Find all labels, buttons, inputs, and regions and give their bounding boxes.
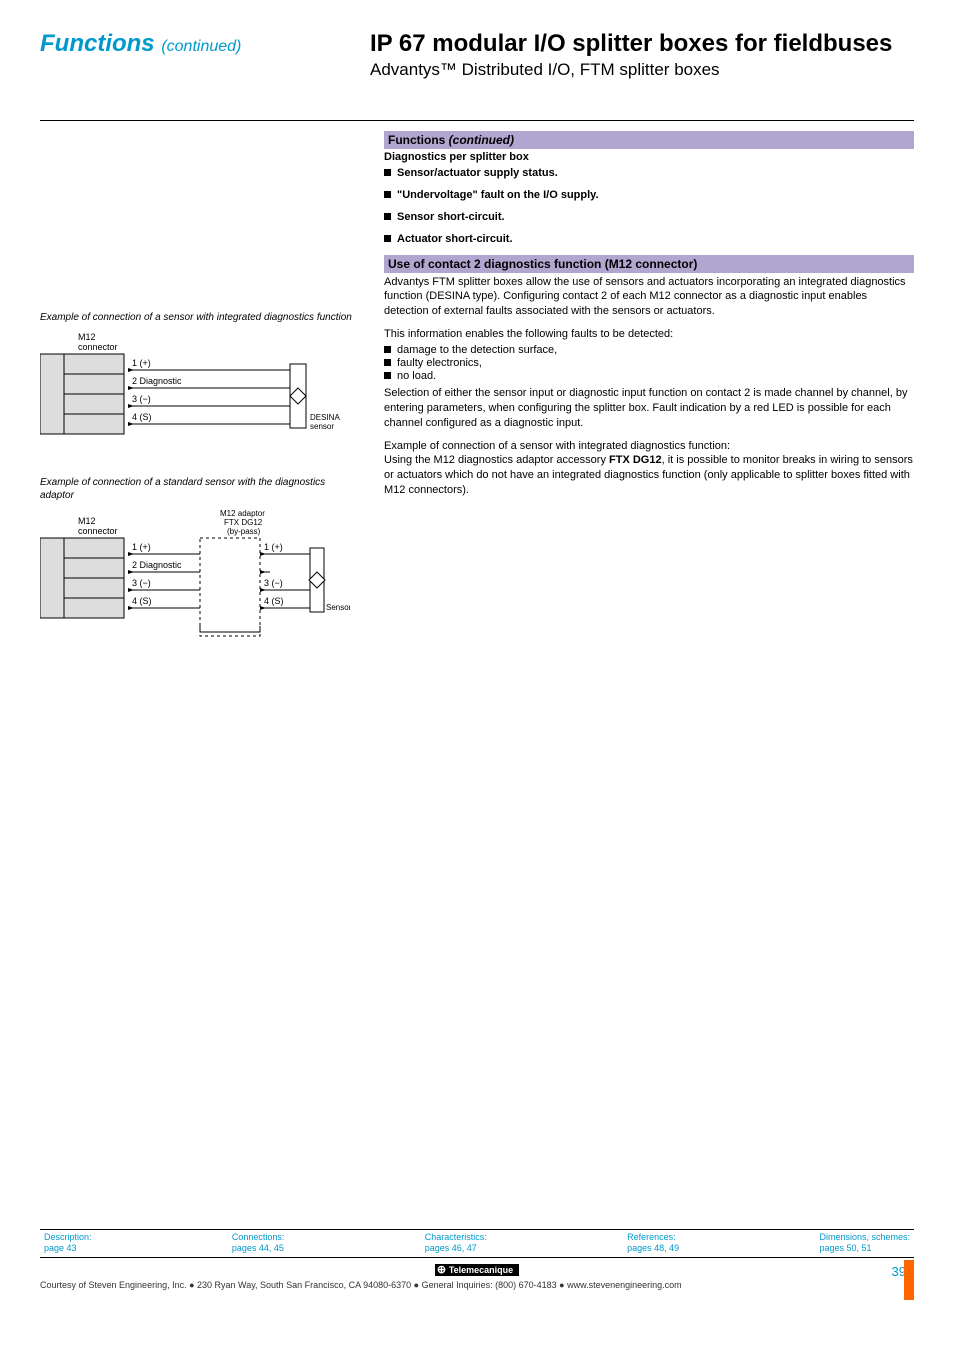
section-bar-functions: Functions (continued): [384, 131, 914, 149]
svg-text:2 Diagnostic: 2 Diagnostic: [132, 376, 182, 386]
courtesy-line: Courtesy of Steven Engineering, Inc. ● 2…: [40, 1280, 914, 1290]
horizontal-rule: [40, 120, 914, 121]
footer-link-page: pages 46, 47: [425, 1243, 487, 1255]
square-bullet-icon: [384, 235, 391, 242]
bullet-text: damage to the detection surface,: [397, 344, 557, 356]
orange-tab: [904, 1260, 914, 1300]
svg-text:3 (−): 3 (−): [132, 578, 151, 588]
para2: This information enables the following f…: [384, 327, 914, 342]
svg-text:sensor: sensor: [310, 422, 334, 431]
left-section-title: Functions (continued): [40, 30, 350, 80]
footer-link-connections[interactable]: Connections: pages 44, 45: [232, 1232, 285, 1255]
bar-text: Use of contact 2 diagnostics function (M…: [388, 257, 697, 271]
bar-ital: (continued): [449, 133, 514, 147]
bullet-item: damage to the detection surface,: [384, 344, 914, 356]
square-bullet-icon: [384, 346, 391, 353]
square-bullet-icon: [384, 372, 391, 379]
left-title-text: Functions: [40, 30, 155, 57]
footer-link-dimensions[interactable]: Dimensions, schemes: pages 50, 51: [819, 1232, 910, 1255]
diagram2-caption: Example of connection of a standard sens…: [40, 476, 360, 502]
footer-link-page: pages 50, 51: [819, 1243, 910, 1255]
fault-bullets: damage to the detection surface, faulty …: [384, 344, 914, 382]
bullet-text: "Undervoltage" fault on the I/O supply.: [397, 189, 599, 201]
bullet-item: "Undervoltage" fault on the I/O supply.: [384, 189, 914, 201]
square-bullet-icon: [384, 213, 391, 220]
svg-text:3 (−): 3 (−): [264, 578, 283, 588]
svg-text:4 (S): 4 (S): [264, 596, 284, 606]
diag-subheading: Diagnostics per splitter box: [384, 151, 914, 163]
diagram1: M12 connector 1 (+) 2 Diagnostic 3 (−): [40, 328, 360, 458]
svg-text:1 (+): 1 (+): [132, 358, 151, 368]
page: Functions (continued) IP 67 modular I/O …: [0, 0, 954, 1300]
footer-link-characteristics[interactable]: Characteristics: pages 46, 47: [425, 1232, 487, 1255]
para5b: FTX DG12: [609, 454, 662, 466]
footer-links: Description: page 43 Connections: pages …: [40, 1229, 914, 1258]
bullet-text: Sensor/actuator supply status.: [397, 167, 558, 179]
para1: Advantys FTM splitter boxes allow the us…: [384, 275, 914, 320]
d1-m12-label: M12: [78, 332, 96, 342]
header-row: Functions (continued) IP 67 modular I/O …: [40, 30, 914, 80]
diag-bullets: Sensor/actuator supply status. "Undervol…: [384, 167, 914, 245]
svg-text:4 (S): 4 (S): [132, 596, 152, 606]
svg-text:3 (−): 3 (−): [132, 394, 151, 404]
svg-text:Sensor: Sensor: [326, 603, 350, 612]
bullet-item: Sensor/actuator supply status.: [384, 167, 914, 179]
svg-text:connector: connector: [78, 342, 118, 352]
para3: Selection of either the sensor input or …: [384, 386, 914, 431]
para5: Using the M12 diagnostics adaptor access…: [384, 453, 914, 498]
right-column: Functions (continued) Diagnostics per sp…: [384, 131, 914, 674]
bullet-text: Sensor short-circuit.: [397, 211, 505, 223]
square-bullet-icon: [384, 169, 391, 176]
footer-link-title: Characteristics:: [425, 1232, 487, 1244]
diagram2: M12 connector M12 adaptor FTX DG12 (by-p…: [40, 506, 360, 656]
bar-bold: Functions: [388, 133, 445, 147]
svg-text:connector: connector: [78, 526, 118, 536]
para5a: Using the M12 diagnostics adaptor access…: [384, 454, 609, 466]
footer: Description: page 43 Connections: pages …: [40, 1229, 914, 1290]
main-title-block: IP 67 modular I/O splitter boxes for fie…: [370, 30, 914, 80]
svg-text:1 (+): 1 (+): [264, 542, 283, 552]
svg-text:(by-pass): (by-pass): [227, 527, 261, 536]
footer-link-title: Connections:: [232, 1232, 285, 1244]
footer-link-references[interactable]: References: pages 48, 49: [627, 1232, 679, 1255]
svg-text:M12: M12: [78, 516, 96, 526]
svg-text:4 (S): 4 (S): [132, 412, 152, 422]
bullet-item: Sensor short-circuit.: [384, 211, 914, 223]
footer-link-page: pages 48, 49: [627, 1243, 679, 1255]
diagram1-caption: Example of connection of a sensor with i…: [40, 311, 360, 324]
para4: Example of connection of a sensor with i…: [384, 439, 914, 454]
main-title: IP 67 modular I/O splitter boxes for fie…: [370, 30, 914, 58]
svg-text:DESINA: DESINA: [310, 413, 340, 422]
svg-text:1 (+): 1 (+): [132, 542, 151, 552]
footer-link-page: page 43: [44, 1243, 92, 1255]
footer-brand-row: Telemecanique 39: [40, 1264, 914, 1276]
section-bar-contact2: Use of contact 2 diagnostics function (M…: [384, 255, 914, 273]
bullet-item: faulty electronics,: [384, 357, 914, 369]
footer-link-title: Dimensions, schemes:: [819, 1232, 910, 1244]
footer-link-title: References:: [627, 1232, 679, 1244]
brand-badge: Telemecanique: [435, 1264, 519, 1276]
footer-link-description[interactable]: Description: page 43: [44, 1232, 92, 1255]
svg-text:2 Diagnostic: 2 Diagnostic: [132, 560, 182, 570]
footer-link-title: Description:: [44, 1232, 92, 1244]
left-column: Example of connection of a sensor with i…: [40, 131, 360, 674]
bullet-text: faulty electronics,: [397, 357, 482, 369]
content-columns: Example of connection of a sensor with i…: [40, 131, 914, 674]
square-bullet-icon: [384, 191, 391, 198]
svg-text:FTX DG12: FTX DG12: [224, 518, 263, 527]
bullet-text: no load.: [397, 370, 436, 382]
bullet-item: Actuator short-circuit.: [384, 233, 914, 245]
square-bullet-icon: [384, 359, 391, 366]
sub-title: Advantys™ Distributed I/O, FTM splitter …: [370, 60, 914, 80]
footer-link-page: pages 44, 45: [232, 1243, 285, 1255]
svg-text:M12 adaptor: M12 adaptor: [220, 509, 265, 518]
bullet-item: no load.: [384, 370, 914, 382]
bullet-text: Actuator short-circuit.: [397, 233, 513, 245]
left-title-cont: (continued): [161, 38, 241, 55]
